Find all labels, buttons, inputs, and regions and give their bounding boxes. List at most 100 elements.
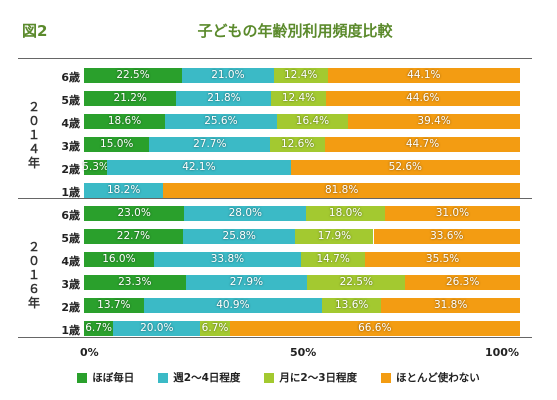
data-label: 33.6%: [430, 230, 464, 242]
data-label: 23.0%: [117, 207, 151, 219]
data-label: 31.8%: [433, 299, 468, 311]
data-label: 27.9%: [229, 276, 264, 288]
data-label: 27.7%: [193, 138, 227, 150]
data-label: 12.6%: [280, 138, 315, 150]
data-label: 18.6%: [107, 115, 142, 127]
group-divider: [18, 198, 532, 199]
row-label: 2歳: [61, 163, 80, 176]
data-label: 15.0%: [100, 138, 134, 150]
bar-segment-rarely: [325, 137, 520, 152]
data-label: 5.3%: [82, 161, 109, 173]
row-label: 4歳: [61, 117, 80, 130]
legend-label: ほぼ毎日: [92, 372, 135, 384]
data-label: 13.6%: [335, 299, 369, 311]
row-label: 1歳: [61, 186, 80, 199]
bar-segment-weekly: [182, 68, 274, 83]
data-label: 22.5%: [339, 276, 373, 288]
data-label: 44.1%: [407, 69, 441, 81]
bar-segment-rarely: [365, 252, 520, 267]
group-label-2016: ２０１６年: [27, 240, 40, 310]
legend-item-daily: ほぼ毎日: [77, 370, 134, 385]
legend: ほぼ毎日 週2〜4日程度 月に2〜3日程度 ほとんど使わない: [0, 370, 557, 385]
data-label: 17.9%: [317, 230, 352, 242]
data-label: 33.8%: [210, 253, 245, 265]
bar-segment-rarely: [163, 183, 520, 198]
row-label: 5歳: [61, 232, 80, 245]
data-label: 25.6%: [204, 115, 238, 127]
bar-segment-daily: [84, 91, 177, 106]
bar-segment-daily: [84, 137, 150, 152]
data-label: 22.5%: [116, 69, 150, 81]
bar-segment-rarely: [327, 68, 520, 83]
legend-swatch: [264, 372, 275, 383]
data-label: 52.6%: [388, 161, 422, 173]
bar-segment-weekly: [84, 183, 164, 198]
bar-segment-weekly: [149, 137, 271, 152]
data-label: 18.2%: [106, 184, 141, 196]
data-label: 25.8%: [222, 230, 256, 242]
legend-swatch: [381, 372, 392, 383]
data-label: 18.0%: [328, 207, 363, 219]
bar-segment-weekly: [184, 206, 307, 221]
row-label: 5歳: [61, 94, 80, 107]
data-label: 23.3%: [118, 276, 152, 288]
row-label: 1歳: [61, 324, 80, 337]
legend-label: 週2〜4日程度: [173, 372, 241, 384]
data-label: 44.7%: [405, 138, 440, 150]
bar-segment-monthly: [270, 137, 326, 152]
bar-segment-monthly: [322, 298, 382, 313]
figure-label: 図2: [22, 22, 48, 40]
x-tick-50: 50%: [290, 346, 317, 359]
data-label: 26.3%: [445, 276, 480, 288]
data-label: 6.7%: [201, 322, 229, 334]
data-label: 20.0%: [140, 322, 174, 334]
data-label: 81.8%: [324, 184, 359, 196]
bar-segment-weekly: [182, 229, 296, 244]
legend-label: 月に2〜3日程度: [279, 372, 358, 384]
chart-frame: [18, 58, 532, 338]
bar-segment-daily: [84, 229, 183, 244]
bar-segment-rarely: [373, 229, 520, 244]
bar-segment-monthly: [200, 321, 230, 336]
bar-segment-rarely: [381, 298, 520, 313]
legend-label: ほとんど使わない: [396, 372, 480, 384]
data-label: 13.7%: [97, 299, 131, 311]
bar-segment-weekly: [107, 160, 291, 175]
data-label: 14.7%: [316, 253, 350, 265]
bar-segment-daily: [84, 160, 108, 175]
bar-segment-daily: [84, 68, 183, 83]
bar-segment-daily: [84, 275, 186, 290]
bar-segment-monthly: [271, 91, 326, 106]
legend-swatch: [158, 372, 169, 383]
chart-title: 子どもの年齢別利用頻度比較: [197, 22, 393, 40]
bar-segment-monthly: [273, 68, 328, 83]
data-label: 12.4%: [284, 69, 318, 81]
row-label: 2歳: [61, 301, 80, 314]
group-label-2014: ２０１４年: [27, 100, 40, 170]
bar-segment-weekly: [185, 275, 308, 290]
data-label: 39.4%: [417, 115, 451, 127]
legend-item-monthly: 月に2〜3日程度: [264, 370, 357, 385]
data-label: 12.4%: [281, 92, 316, 104]
bar-segment-rarely: [405, 275, 520, 290]
bar-segment-rarely: [229, 321, 520, 336]
bar-segment-weekly: [113, 321, 201, 336]
bar-segment-daily: [84, 252, 154, 267]
data-label: 21.8%: [207, 92, 241, 104]
bar-segment-daily: [84, 114, 166, 129]
data-label: 28.0%: [228, 207, 262, 219]
data-label: 6.7%: [85, 322, 112, 334]
row-label: 6歳: [61, 71, 80, 84]
bar-segment-weekly: [153, 252, 302, 267]
bar-segment-rarely: [384, 206, 520, 221]
bar-segment-rarely: [325, 91, 520, 106]
bar-segment-monthly: [295, 229, 374, 244]
row-label: 4歳: [61, 255, 80, 268]
bar-segment-daily: [84, 321, 114, 336]
data-label: 42.1%: [182, 161, 216, 173]
data-label: 22.7%: [116, 230, 151, 242]
bar-segment-monthly: [306, 206, 385, 221]
data-label: 40.9%: [216, 299, 250, 311]
legend-item-weekly: 週2〜4日程度: [158, 370, 240, 385]
data-label: 31.0%: [435, 207, 470, 219]
